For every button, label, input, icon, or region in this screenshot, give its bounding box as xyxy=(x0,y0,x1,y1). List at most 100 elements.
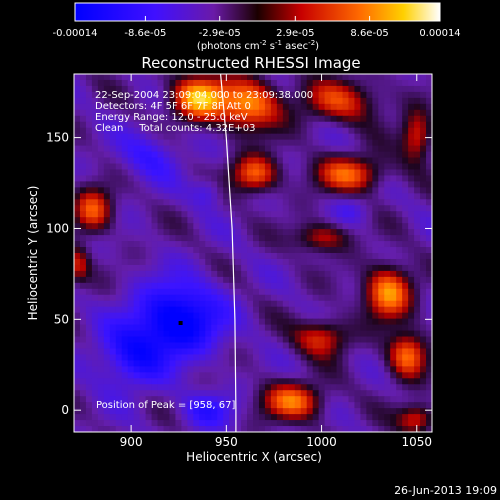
heatmap-cell xyxy=(151,193,158,200)
heatmap-cell xyxy=(223,217,230,224)
heatmap-cell xyxy=(276,384,284,391)
heatmap-cell xyxy=(402,288,409,296)
heatmap-cell xyxy=(318,253,325,260)
heatmap-cell xyxy=(384,336,391,343)
heatmap-cell xyxy=(408,270,415,278)
heatmap-cell xyxy=(229,348,236,355)
heatmap-cell xyxy=(85,324,93,331)
heatmap-cell xyxy=(324,91,331,99)
heatmap-cell xyxy=(115,420,123,427)
heatmap-cell xyxy=(133,91,141,99)
heatmap-cell xyxy=(384,85,391,93)
heatmap-cell xyxy=(217,223,224,230)
heatmap-cell xyxy=(253,163,260,170)
heatmap-cell xyxy=(91,420,99,427)
heatmap-cell xyxy=(205,366,212,373)
heatmap-cell xyxy=(342,199,349,206)
heatmap-cell xyxy=(390,121,397,129)
heatmap-cell xyxy=(79,288,87,296)
heatmap-cell xyxy=(253,390,260,397)
heatmap-cell xyxy=(336,426,343,432)
heatmap-cell xyxy=(288,223,296,230)
heatmap-cell xyxy=(97,181,105,188)
heatmap-cell xyxy=(294,300,302,308)
heatmap-cell xyxy=(229,109,236,117)
heatmap-cell xyxy=(133,390,141,397)
heatmap-cell xyxy=(348,175,355,182)
heatmap-cell xyxy=(169,115,176,123)
heatmap-cell xyxy=(390,300,397,308)
heatmap-cell xyxy=(396,312,403,320)
heatmap-cell xyxy=(348,288,355,296)
heatmap-cell xyxy=(306,79,314,87)
heatmap-cell xyxy=(396,270,403,278)
heatmap-cell xyxy=(408,294,415,302)
heatmap-cell xyxy=(270,74,278,81)
heatmap-cell xyxy=(288,336,296,343)
colorbar-tick-label: 8.6e-05 xyxy=(350,28,388,39)
heatmap-cell xyxy=(360,258,367,266)
heatmap-cell xyxy=(247,342,254,349)
heatmap-cell xyxy=(420,360,427,367)
heatmap-cell xyxy=(139,157,146,164)
heatmap-cell xyxy=(97,247,105,254)
heatmap-cell xyxy=(264,175,272,182)
heatmap-cell xyxy=(139,121,146,129)
heatmap-cell xyxy=(372,121,379,129)
heatmap-cell xyxy=(205,426,212,432)
heatmap-cell xyxy=(342,127,349,135)
heatmap-cell xyxy=(193,74,200,81)
heatmap-cell xyxy=(151,378,158,385)
heatmap-cell xyxy=(396,115,403,123)
heatmap-cell xyxy=(229,390,236,397)
heatmap-cell xyxy=(79,199,87,206)
heatmap-cell xyxy=(187,223,194,230)
heatmap-cell xyxy=(360,115,367,123)
y-tick-label: 50 xyxy=(54,312,69,326)
heatmap-cell xyxy=(330,145,337,152)
heatmap-cell xyxy=(247,360,254,367)
heatmap-cell xyxy=(294,384,302,391)
heatmap-cell xyxy=(241,181,248,188)
heatmap-cell xyxy=(175,264,182,272)
heatmap-cell xyxy=(217,264,224,272)
heatmap-cell xyxy=(390,420,397,427)
heatmap-cell xyxy=(223,247,230,254)
heatmap-cell xyxy=(163,91,170,99)
heatmap-cell xyxy=(127,324,135,331)
heatmap-cell xyxy=(109,163,117,170)
heatmap-cell xyxy=(426,241,432,248)
heatmap-cell xyxy=(390,264,397,272)
heatmap-cell xyxy=(282,414,290,421)
heatmap-cell xyxy=(294,247,302,254)
heatmap-cell xyxy=(402,384,409,391)
heatmap-cell xyxy=(336,270,343,278)
heatmap-cell xyxy=(288,157,296,164)
heatmap-cell xyxy=(211,151,218,158)
heatmap-cell xyxy=(85,127,93,135)
heatmap-cell xyxy=(163,318,170,325)
heatmap-cell xyxy=(396,157,403,164)
heatmap-cell xyxy=(408,175,415,182)
heatmap-cell xyxy=(91,288,99,296)
heatmap-cell xyxy=(270,103,278,111)
heatmap-cell xyxy=(247,378,254,385)
heatmap-cell xyxy=(360,145,367,152)
heatmap-cell xyxy=(247,366,254,373)
heatmap-cell xyxy=(169,103,176,111)
heatmap-cell xyxy=(85,163,93,170)
heatmap-cell xyxy=(97,384,105,391)
heatmap-cell xyxy=(336,306,343,314)
heatmap-cell xyxy=(312,258,320,266)
heatmap-cell xyxy=(408,408,415,415)
heatmap-cell xyxy=(312,366,320,373)
heatmap-cell xyxy=(211,169,218,176)
heatmap-cell xyxy=(336,408,343,415)
heatmap-cell xyxy=(139,79,146,87)
heatmap-cell xyxy=(211,121,218,129)
heatmap-cell xyxy=(229,294,236,302)
heatmap-cell xyxy=(133,366,141,373)
heatmap-cell xyxy=(199,282,206,290)
heatmap-cell xyxy=(294,181,302,188)
heatmap-cell xyxy=(211,348,218,355)
